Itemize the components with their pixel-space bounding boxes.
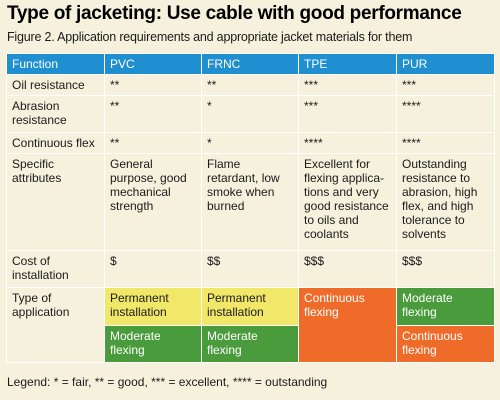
cell-tpe: *** — [298, 74, 397, 96]
cell-frnc: $$ — [201, 250, 299, 288]
cell-tpe: **** — [298, 132, 397, 154]
figure-caption: Figure 2. Application requirements and a… — [7, 30, 413, 44]
table-row-type-of-application: Type of application Permanent installati… — [6, 287, 495, 363]
row-label: Specific attributes — [6, 153, 105, 251]
cell-pur: *** — [396, 74, 495, 96]
cell-pvc: General purpose, good mechanical strengt… — [104, 153, 202, 251]
table-row-abrasion-resistance: Abrasion resistance ** * *** **** — [6, 95, 495, 133]
row-label: Oil resistance — [6, 74, 105, 96]
cell-tpe: *** — [298, 95, 397, 133]
cell-frnc: * — [201, 95, 299, 133]
cell-pvc: ** — [104, 95, 202, 133]
cell-tpe: Excellent for flexing applica-tions and … — [298, 153, 397, 251]
header-pvc: PVC — [104, 53, 202, 75]
row-label: Abrasion resistance — [6, 95, 105, 133]
header-frnc: FRNC — [201, 53, 299, 75]
cell-frnc: * — [201, 132, 299, 154]
jacket-materials-table: Function PVC FRNC TPE PUR Oil resistance… — [6, 53, 495, 363]
table-row-oil-resistance: Oil resistance ** ** *** *** — [6, 74, 495, 96]
cell-pvc: ** — [104, 132, 202, 154]
legend-text: Legend: * = fair, ** = good, *** = excel… — [7, 375, 328, 389]
cell-frnc: ** — [201, 74, 299, 96]
row-label: Type of application — [6, 287, 105, 363]
cell-tpe-continuous-flexing: Continuous flexing — [298, 287, 397, 363]
cell-frnc-permanent-installation: Permanent installation — [201, 287, 299, 326]
header-pur: PUR — [396, 53, 495, 75]
cell-pur: Outstanding resistance to abrasion, high… — [396, 153, 495, 251]
cell-pur-moderate-flexing: Moderate flexing — [396, 287, 495, 326]
cell-pvc-permanent-installation: Permanent installation — [104, 287, 202, 326]
header-function: Function — [6, 53, 105, 75]
table-row-continuous-flex: Continuous flex ** * **** **** — [6, 132, 495, 154]
cell-frnc: Flame retardant, low smoke when burned — [201, 153, 299, 251]
cell-pur: **** — [396, 132, 495, 154]
row-label: Cost of installation — [6, 250, 105, 288]
cell-pur: $$$ — [396, 250, 495, 288]
table-header-row: Function PVC FRNC TPE PUR — [6, 53, 495, 75]
cell-pvc: $ — [104, 250, 202, 288]
header-tpe: TPE — [298, 53, 397, 75]
cell-pur: **** — [396, 95, 495, 133]
cell-pur-continuous-flexing: Continuous flexing — [396, 325, 495, 363]
table-row-specific-attributes: Specific attributes General purpose, goo… — [6, 153, 495, 251]
row-label: Continuous flex — [6, 132, 105, 154]
cell-pvc: ** — [104, 74, 202, 96]
table-row-cost-of-installation: Cost of installation $ $$ $$$ $$$ — [6, 250, 495, 288]
cell-pvc-moderate-flexing: Moderate flexing — [104, 325, 202, 363]
table-row-type-of-application-2: Moderate flexing Moderate flexing Contin… — [7, 325, 495, 363]
page-title: Type of jacketing: Use cable with good p… — [7, 3, 462, 24]
cell-tpe: $$$ — [298, 250, 397, 288]
cell-frnc-moderate-flexing: Moderate flexing — [201, 325, 299, 363]
